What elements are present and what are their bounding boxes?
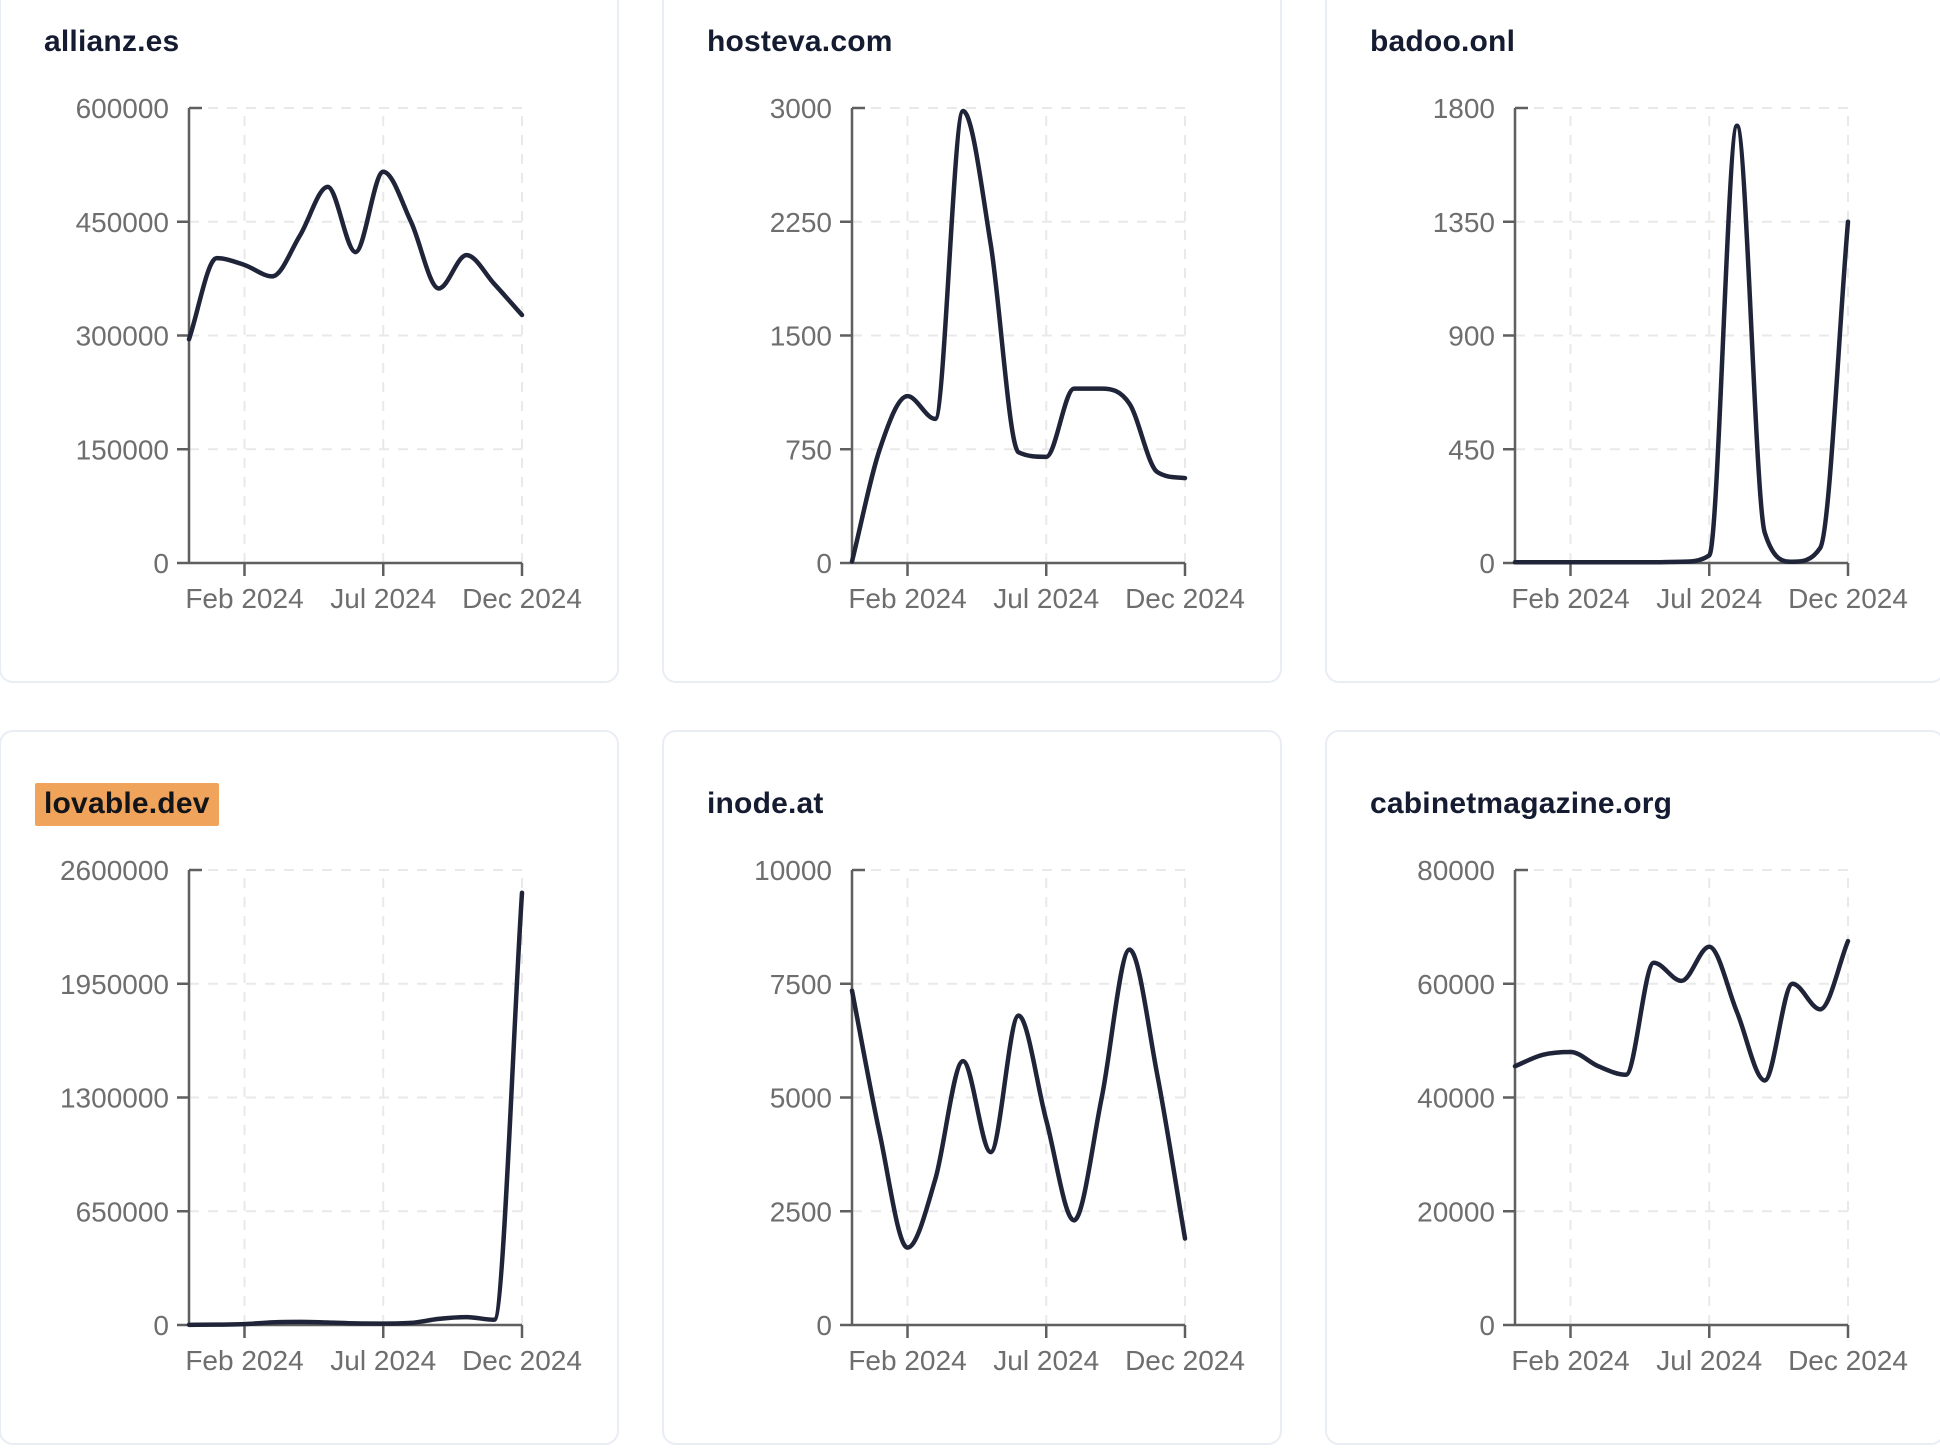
svg-text:60000: 60000 (1417, 969, 1495, 1000)
svg-text:1500: 1500 (770, 321, 832, 352)
line-chart: 0 450 900 1350 1800 Feb 2024 Jul 2024 Dec 2024 (1433, 93, 1908, 614)
svg-text:1800: 1800 (1433, 93, 1495, 124)
domain-label: allianz.es (44, 25, 180, 58)
domain-label: badoo.onl (1370, 25, 1516, 58)
domain-label: hosteva.com (707, 25, 893, 58)
svg-text:80000: 80000 (1417, 855, 1495, 886)
svg-text:Feb 2024: Feb 2024 (848, 583, 966, 614)
svg-text:2600000: 2600000 (60, 855, 169, 886)
svg-text:Jul 2024: Jul 2024 (993, 583, 1099, 614)
svg-text:10000: 10000 (754, 855, 832, 886)
chart-title: cabinetmagazine.org (1370, 786, 1672, 822)
svg-text:20000: 20000 (1417, 1196, 1495, 1227)
svg-text:7500: 7500 (770, 969, 832, 1000)
chart-title: hosteva.com (707, 24, 893, 60)
chart-card-hosteva-com: hosteva.com 0 750 1500 2250 3000 Feb 2024 Jul … (662, 0, 1282, 683)
svg-text:0: 0 (1479, 548, 1495, 579)
chart-title: lovable.dev (35, 783, 219, 826)
svg-text:2500: 2500 (770, 1196, 832, 1227)
svg-text:3000: 3000 (770, 93, 832, 124)
chart-card-allianz-es: allianz.es 0 150000 300000 450000 600000 Feb … (0, 0, 619, 683)
svg-text:0: 0 (153, 1310, 169, 1341)
svg-text:5000: 5000 (770, 1083, 832, 1114)
svg-text:0: 0 (816, 1310, 832, 1341)
svg-text:150000: 150000 (76, 434, 169, 465)
chart-card-cabinetmagazine-org: cabinetmagazine.org 0 20000 40000 60000 8000… (1325, 730, 1940, 1445)
svg-text:Dec 2024: Dec 2024 (1125, 583, 1245, 614)
svg-text:Jul 2024: Jul 2024 (1656, 583, 1762, 614)
chart-title: allianz.es (44, 24, 179, 60)
chart-card-lovable-dev: lovable.dev 0 650000 1300000 1950000 2600000… (0, 730, 619, 1445)
svg-text:450: 450 (1448, 434, 1495, 465)
svg-text:0: 0 (816, 548, 832, 579)
line-chart: 0 650000 1300000 1950000 2600000 Feb 2024 Jul … (60, 855, 582, 1376)
chart-title: inode.at (707, 786, 824, 822)
domain-label: cabinetmagazine.org (1370, 787, 1673, 820)
chart-title: badoo.onl (1370, 24, 1515, 60)
svg-text:Feb 2024: Feb 2024 (848, 1345, 966, 1376)
svg-text:Jul 2024: Jul 2024 (1656, 1345, 1762, 1376)
svg-text:1950000: 1950000 (60, 969, 169, 1000)
svg-text:1300000: 1300000 (60, 1083, 169, 1114)
line-chart: 0 150000 300000 450000 600000 Feb 2024 Jul 202… (76, 93, 582, 614)
svg-text:Jul 2024: Jul 2024 (993, 1345, 1099, 1376)
line-chart: 0 20000 40000 60000 80000 Feb 2024 Jul 2024 Dec… (1417, 855, 1908, 1376)
svg-text:900: 900 (1448, 321, 1495, 352)
svg-text:2250: 2250 (770, 207, 832, 238)
svg-text:Dec 2024: Dec 2024 (1125, 1345, 1245, 1376)
svg-text:450000: 450000 (76, 207, 169, 238)
svg-text:Feb 2024: Feb 2024 (1511, 1345, 1629, 1376)
chart-card-inode-at: inode.at 0 2500 5000 7500 10000 Feb 2024 Jul 2… (662, 730, 1282, 1445)
svg-text:750: 750 (785, 434, 832, 465)
svg-text:0: 0 (1479, 1310, 1495, 1341)
chart-card-badoo-onl: badoo.onl 0 450 900 1350 1800 Feb 2024 Jul 202… (1325, 0, 1940, 683)
svg-text:Dec 2024: Dec 2024 (1788, 1345, 1908, 1376)
domain-label-highlighted: lovable.dev (35, 783, 219, 826)
svg-text:Feb 2024: Feb 2024 (1511, 583, 1629, 614)
line-chart: 0 2500 5000 7500 10000 Feb 2024 Jul 2024 Dec 20… (754, 855, 1245, 1376)
svg-text:0: 0 (153, 548, 169, 579)
svg-text:300000: 300000 (76, 321, 169, 352)
svg-text:40000: 40000 (1417, 1083, 1495, 1114)
domain-label: inode.at (707, 787, 824, 820)
svg-text:650000: 650000 (76, 1196, 169, 1227)
svg-text:Dec 2024: Dec 2024 (1788, 583, 1908, 614)
svg-text:Jul 2024: Jul 2024 (330, 1345, 436, 1376)
svg-text:600000: 600000 (76, 93, 169, 124)
svg-text:Dec 2024: Dec 2024 (462, 1345, 582, 1376)
svg-text:Feb 2024: Feb 2024 (185, 1345, 303, 1376)
svg-text:Feb 2024: Feb 2024 (185, 583, 303, 614)
svg-text:Dec 2024: Dec 2024 (462, 583, 582, 614)
svg-text:1350: 1350 (1433, 207, 1495, 238)
line-chart: 0 750 1500 2250 3000 Feb 2024 Jul 2024 Dec 2024 (770, 93, 1245, 614)
svg-text:Jul 2024: Jul 2024 (330, 583, 436, 614)
